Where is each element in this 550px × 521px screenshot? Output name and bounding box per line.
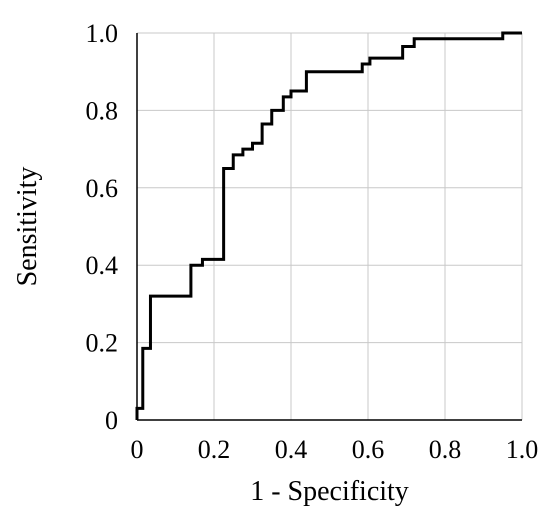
- x-tick-label: 0: [131, 435, 144, 464]
- y-tick-label: 0.6: [86, 174, 119, 203]
- roc-curve: [135, 31, 522, 420]
- x-tick-labels: 0 0.2 0.4 0.6 0.8 1.0: [131, 435, 539, 464]
- x-axis-title: 1 - Specificity: [250, 476, 409, 507]
- y-tick-labels: 0 0.2 0.4 0.6 0.8 1.0: [86, 19, 119, 435]
- y-tick-label: 0: [105, 406, 118, 435]
- y-tick-label: 1.0: [86, 19, 119, 48]
- x-tick-label: 1.0: [506, 435, 539, 464]
- y-axis-title: Sensitivity: [12, 167, 43, 287]
- y-gridlines: [137, 32, 522, 344]
- x-tick-label: 0.6: [352, 435, 385, 464]
- y-tick-label: 0.2: [86, 329, 119, 358]
- y-tick-label: 0.8: [86, 96, 119, 125]
- x-tick-label: 0.8: [429, 435, 462, 464]
- x-tick-label: 0.2: [198, 435, 231, 464]
- y-tick-label: 0.4: [86, 251, 119, 280]
- x-tick-label: 0.4: [275, 435, 308, 464]
- x-gridlines: [213, 33, 523, 420]
